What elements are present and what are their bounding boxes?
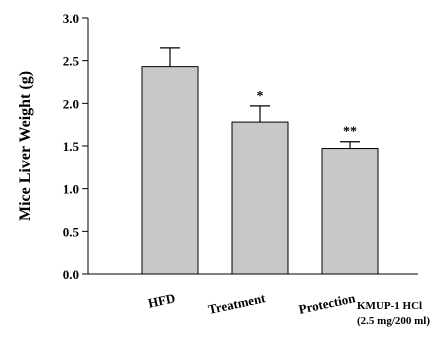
ticks-layer: 0.0 0.5 1.0 1.5 2.0 2.5 3.0 [63,11,88,282]
bars-layer [141,47,379,275]
x-tick-label-2: Protection [297,290,357,317]
y-tick-label-1: 0.5 [63,224,80,239]
y-tick-label-4: 2.0 [63,96,79,111]
annotation-line-1: KMUP-1 HCl [357,300,422,312]
y-tick-label-0: 0.0 [63,267,79,282]
y-tick-label-5: 2.5 [63,54,80,69]
significance-label-2: ** [343,125,357,140]
annotation-line-2: (2.5 mg/200 ml) [357,315,430,327]
x-tick-label-1: Treatment [207,290,268,317]
significance-label-1: * [257,89,264,104]
y-tick-label-3: 1.5 [63,139,80,154]
bar-hfd [141,66,199,275]
bar-treatment [231,121,289,275]
x-tick-label-0: HFD [147,290,177,310]
bar-protection [321,148,379,275]
y-axis-title: Mice Liver Weight (g) [17,71,34,221]
y-tick-label-6: 3.0 [63,11,79,26]
y-tick-label-2: 1.0 [63,182,79,197]
